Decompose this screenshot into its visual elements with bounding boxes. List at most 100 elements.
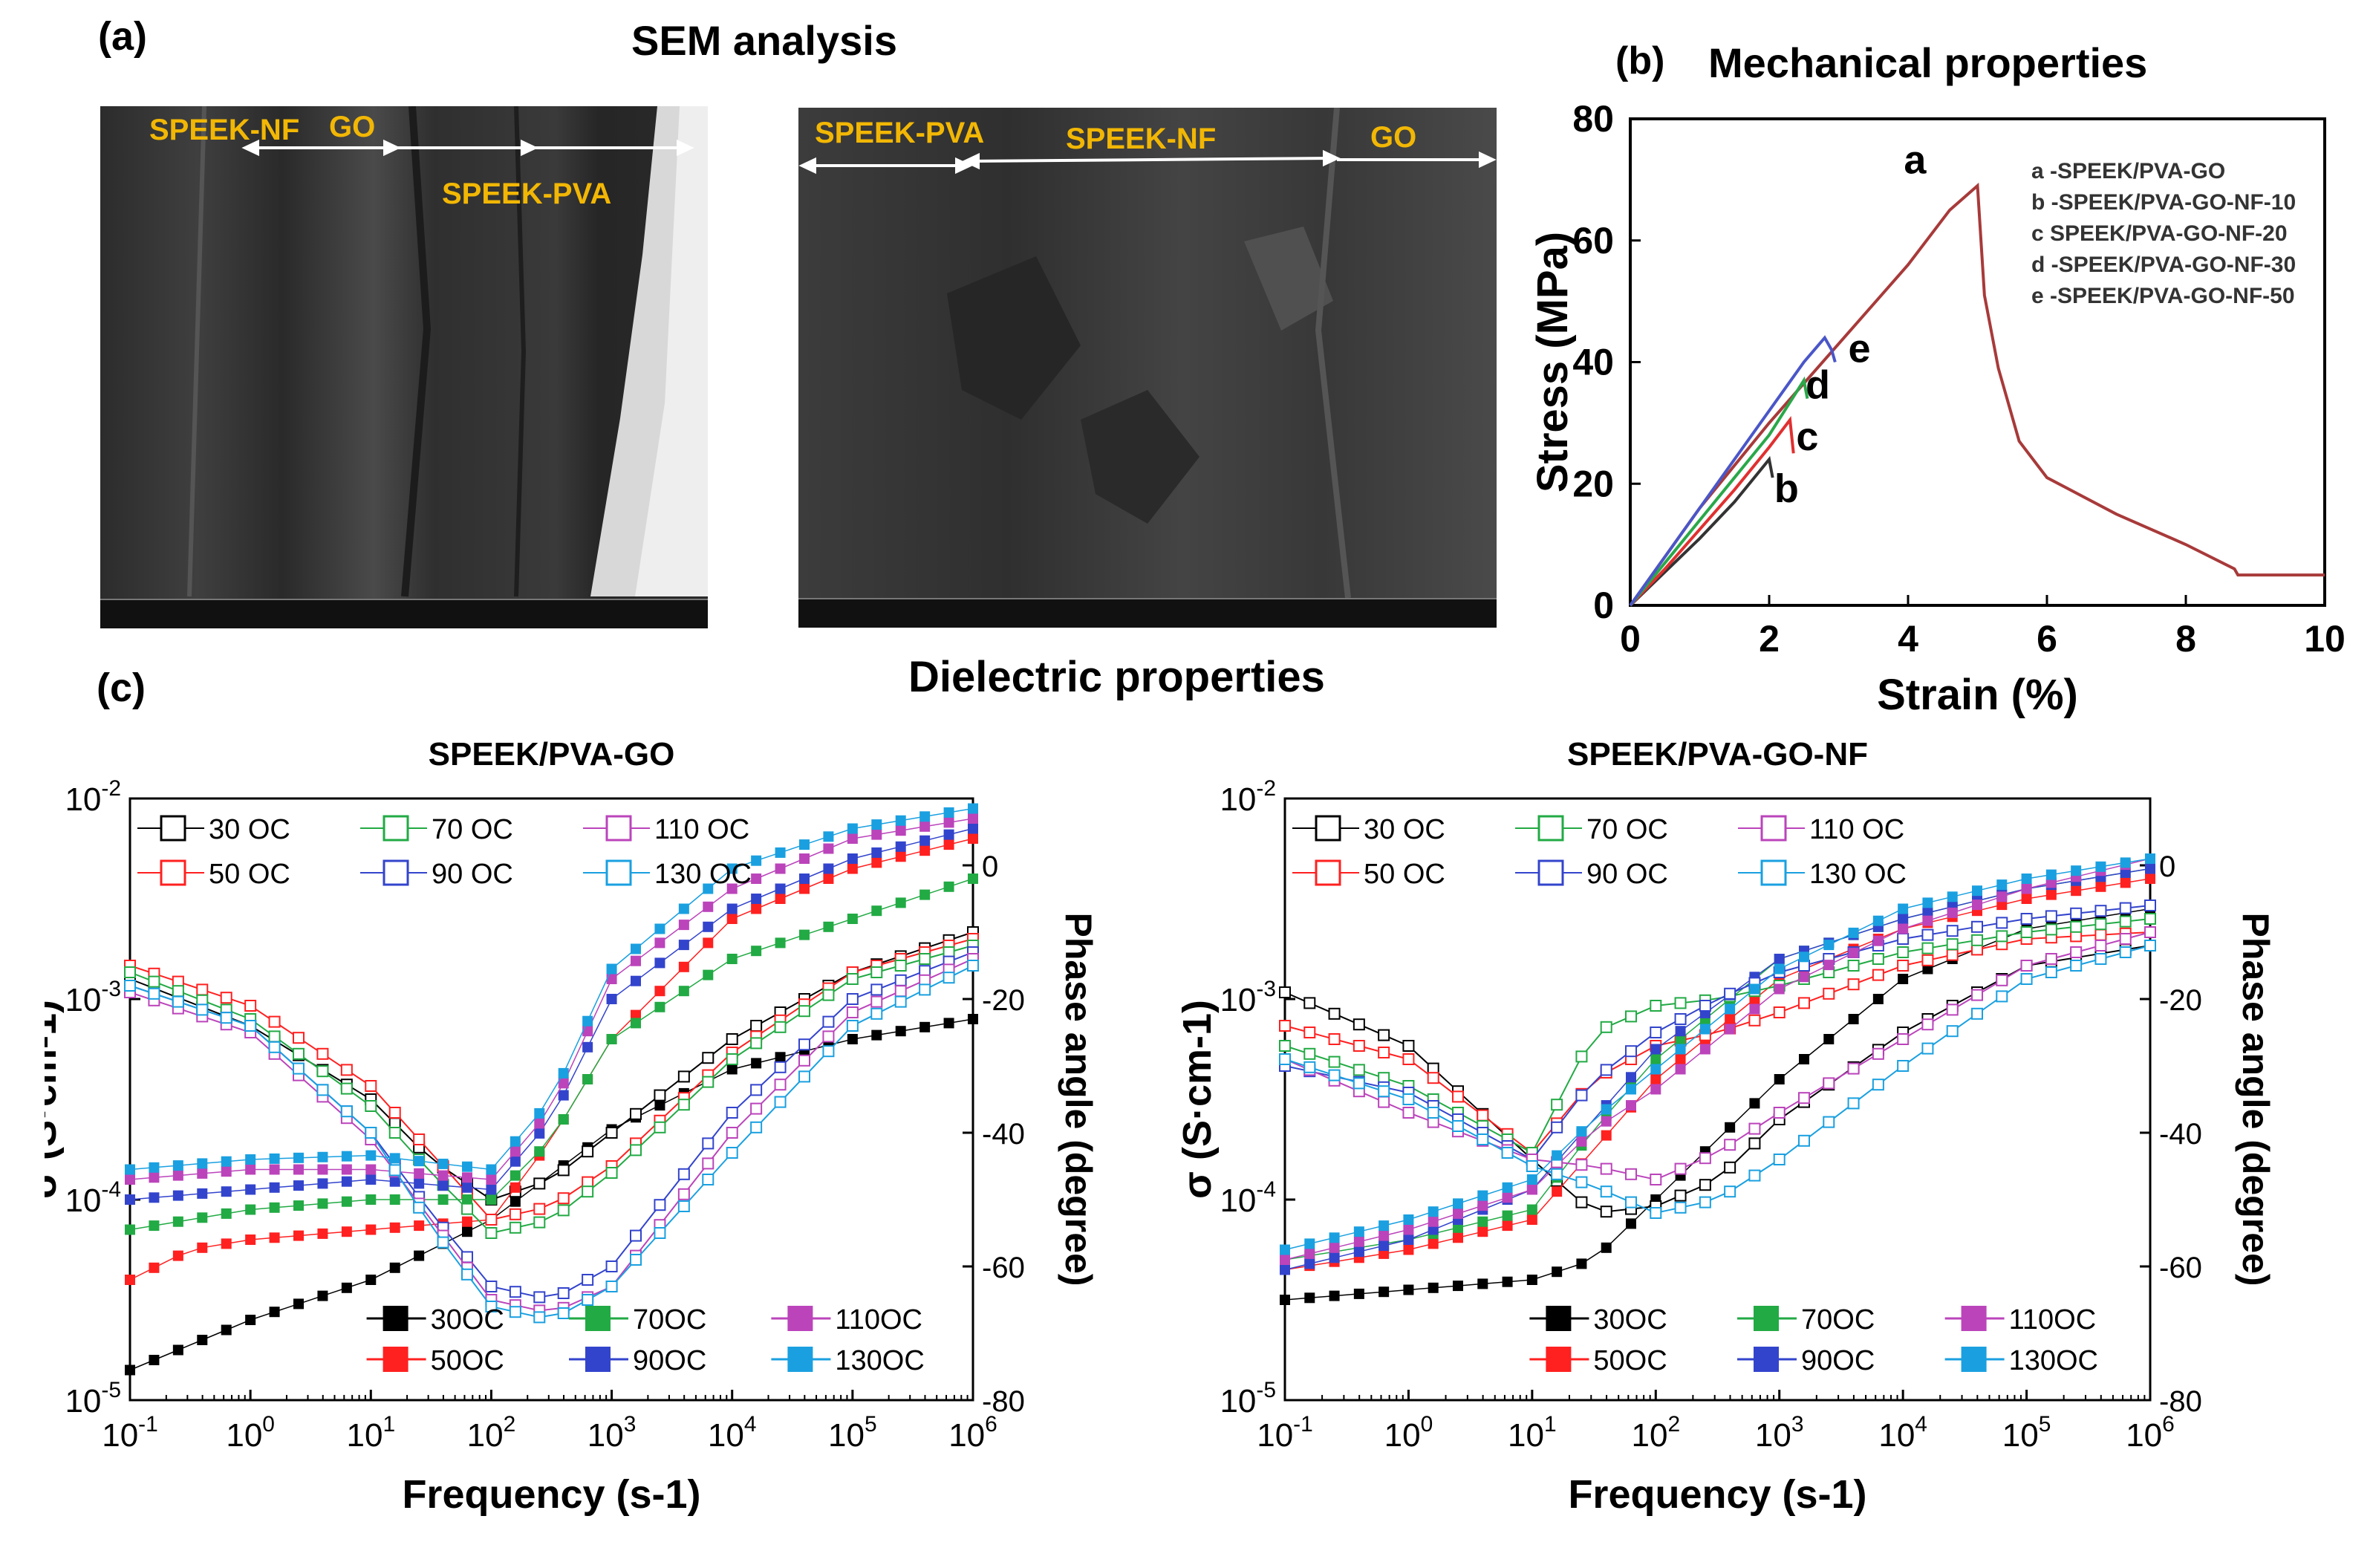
phase-marker — [1303, 997, 1316, 1009]
conductivity-marker — [654, 923, 665, 934]
conductivity-marker — [1403, 1224, 1414, 1235]
y2-tick-label: -60 — [2159, 1252, 2202, 1284]
phase-marker — [1402, 1040, 1415, 1052]
chart-title: SPEEK/PVA-GO-NF — [1567, 736, 1868, 772]
conductivity-marker — [799, 883, 810, 894]
legend-marker — [605, 815, 632, 842]
phase-marker — [1600, 1021, 1612, 1033]
phase-marker — [1402, 1107, 1415, 1119]
conductivity-marker — [751, 946, 762, 957]
conductivity-marker — [1403, 1244, 1414, 1255]
conductivity-marker — [847, 853, 858, 864]
conductivity-marker — [1996, 879, 2008, 891]
phase-marker — [1674, 1013, 1687, 1025]
conductivity-marker — [1378, 1220, 1390, 1232]
conductivity-marker — [269, 1164, 280, 1175]
conductivity-marker — [847, 914, 858, 924]
conductivity-marker — [1428, 1216, 1439, 1227]
x-tick-label: 8 — [2175, 618, 2196, 660]
phase-marker — [2094, 928, 2107, 941]
y-tick-label: 80 — [1572, 98, 1614, 140]
y2-tick-label: -40 — [2159, 1118, 2202, 1151]
phase-marker — [1748, 1014, 1761, 1027]
phase-marker — [798, 1038, 810, 1051]
series-line-a — [1629, 182, 2325, 607]
phase-marker — [533, 1177, 546, 1190]
conductivity-marker — [1280, 1244, 1290, 1255]
conductivity-marker — [172, 1160, 183, 1171]
conductivity-marker — [1477, 1200, 1488, 1211]
legend-label: 50 OC — [1364, 859, 1445, 890]
phase-marker — [677, 1099, 690, 1111]
conductivity-marker — [365, 1224, 377, 1235]
phase-marker — [413, 1133, 426, 1145]
conductivity-marker — [1601, 1130, 1612, 1141]
phase-marker — [726, 1107, 738, 1119]
conductivity-marker — [1799, 951, 1809, 963]
phase-marker — [1303, 1047, 1316, 1060]
legend-marker — [1315, 859, 1341, 886]
conductivity-marker — [245, 1234, 256, 1245]
conductivity-marker — [751, 874, 762, 884]
conductivity-marker — [823, 843, 834, 854]
conductivity-marker — [341, 1196, 352, 1207]
conductivity-marker — [1378, 1230, 1390, 1241]
phase-line — [1284, 931, 2151, 1181]
phase-marker — [846, 993, 859, 1005]
conductivity-marker — [1576, 1258, 1587, 1269]
conductivity-marker — [1526, 1214, 1537, 1225]
conductivity-marker — [2071, 865, 2082, 876]
legend-marker — [1537, 815, 1564, 842]
phase-marker — [509, 1208, 521, 1220]
phase-marker — [1724, 1161, 1736, 1174]
phase-marker — [677, 1168, 690, 1180]
legend-label: 50OC — [1593, 1345, 1667, 1376]
conductivity-marker — [703, 901, 714, 912]
phase-marker — [1352, 1064, 1365, 1076]
y-tick-label: 10-2 — [65, 776, 121, 818]
phase-marker — [2144, 900, 2156, 911]
phase-marker — [1971, 920, 1983, 933]
conductivity-marker — [1477, 1226, 1488, 1237]
phase-marker — [1575, 1089, 1588, 1102]
phase-marker — [822, 1045, 835, 1058]
conductivity-marker — [1601, 1104, 1612, 1115]
conductivity-marker — [703, 921, 714, 932]
phase-marker — [1921, 942, 1934, 954]
phase-marker — [726, 1127, 738, 1139]
phase-marker — [1328, 1033, 1341, 1045]
conductivity-marker — [1626, 1072, 1636, 1083]
phase-marker — [1427, 1107, 1439, 1119]
conductivity-marker — [1378, 1248, 1390, 1259]
phase-marker — [1551, 1168, 1563, 1180]
conductivity-marker — [1749, 1003, 1760, 1015]
conductivity-marker — [606, 963, 617, 975]
conductivity-marker — [462, 1194, 472, 1205]
phase-marker — [605, 1127, 618, 1139]
phase-marker — [1477, 1133, 1489, 1145]
legend-marker — [1961, 1306, 1987, 1331]
phase-marker — [654, 1121, 666, 1133]
phase-marker — [1378, 1096, 1390, 1108]
phase-marker — [2020, 926, 2033, 938]
conductivity-marker — [197, 1212, 208, 1223]
phase-marker — [654, 1089, 666, 1102]
conductivity-marker — [341, 1226, 352, 1237]
y-tick-label: 10-5 — [1220, 1378, 1276, 1419]
phase-marker — [1897, 960, 1910, 972]
phase-marker — [1773, 1154, 1786, 1165]
conductivity-marker — [895, 815, 906, 826]
conductivity-line — [1284, 908, 2151, 1301]
phase-marker — [750, 1121, 763, 1133]
x-tick-label: 100 — [226, 1412, 275, 1454]
conductivity-marker — [462, 1216, 472, 1227]
conductivity-marker — [221, 1166, 232, 1177]
conductivity-marker — [317, 1290, 328, 1301]
phase-marker — [1946, 925, 1959, 937]
phase-marker — [967, 960, 979, 972]
conductivity-marker — [293, 1230, 304, 1241]
conductivity-series — [1280, 853, 2155, 1265]
conductivity-marker — [149, 1220, 160, 1232]
phase-marker — [244, 1000, 257, 1012]
conductivity-marker — [678, 986, 689, 997]
